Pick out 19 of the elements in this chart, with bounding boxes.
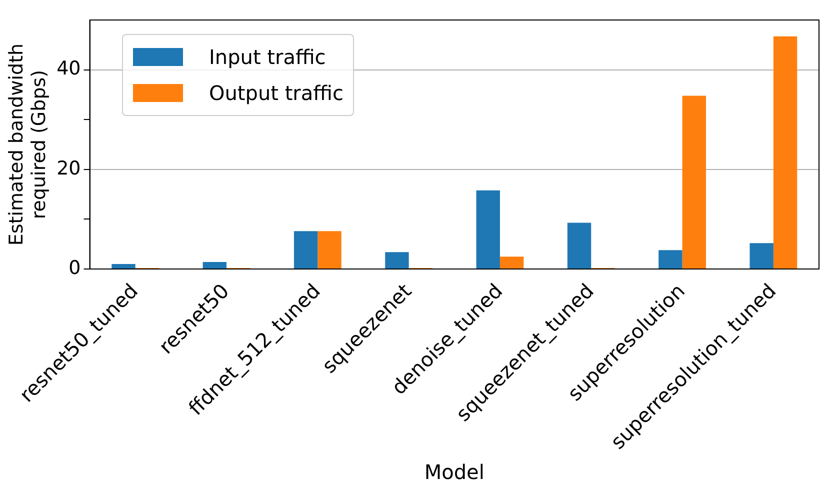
legend-label: Output traffic: [209, 81, 344, 105]
y-tick-label: 0: [68, 256, 81, 279]
bar: [773, 36, 798, 269]
bar: [750, 243, 774, 269]
bar: [294, 231, 318, 269]
bar: [476, 190, 500, 269]
bar: [567, 222, 592, 269]
bar: [385, 252, 409, 269]
bar: [658, 250, 682, 269]
legend-label: Input traffic: [209, 45, 326, 69]
bar: [202, 262, 227, 269]
bar: [112, 264, 136, 269]
y-tick-label: 40: [56, 58, 81, 80]
bar: [682, 96, 706, 269]
y-axis-title: Estimated bandwidth required (Gbps): [5, 43, 50, 246]
y-tick-label: 20: [56, 157, 81, 180]
x-axis-title: Model: [424, 460, 484, 484]
bar: [318, 231, 342, 269]
bar: [500, 256, 524, 269]
